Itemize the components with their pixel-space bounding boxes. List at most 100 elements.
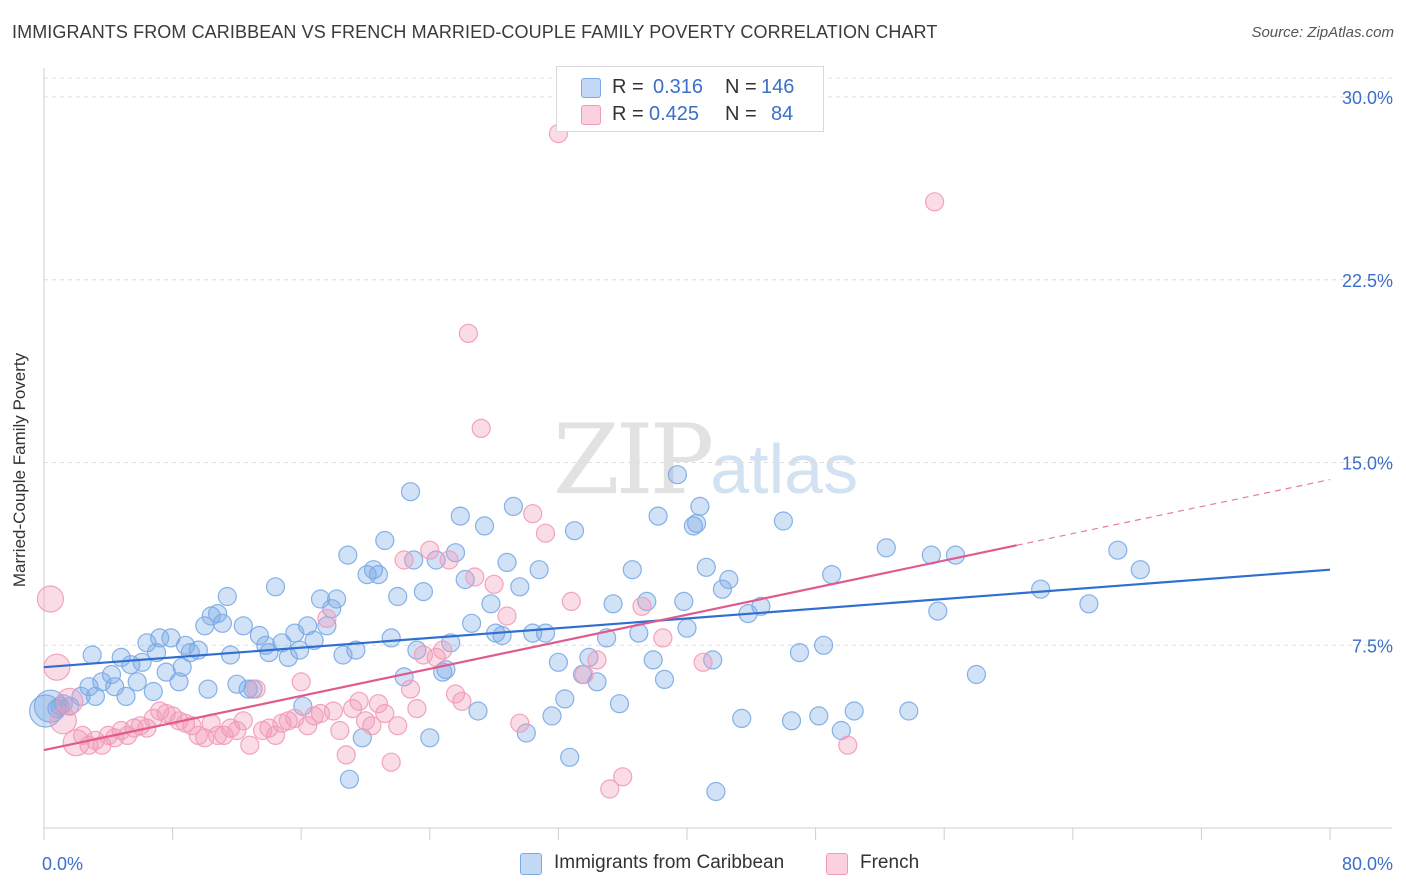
point-caribbean <box>172 657 192 677</box>
point-caribbean <box>516 723 536 743</box>
point-caribbean <box>535 623 556 643</box>
point-caribbean <box>822 564 842 585</box>
point-french <box>336 745 356 765</box>
point-caribbean <box>137 633 157 653</box>
legend-swatch-french <box>826 853 848 875</box>
point-french <box>317 608 337 629</box>
point-caribbean <box>706 781 726 802</box>
point-caribbean <box>609 694 630 714</box>
point-caribbean <box>751 596 771 616</box>
point-caribbean <box>492 625 512 646</box>
point-caribbean <box>667 465 688 485</box>
point-caribbean <box>654 669 675 690</box>
point-french <box>388 716 408 736</box>
watermark: ZIPatlas <box>553 404 858 516</box>
point-caribbean <box>217 586 237 607</box>
point-french <box>600 779 620 799</box>
point-french <box>420 540 440 560</box>
n-value: 146 <box>761 76 795 98</box>
point-caribbean <box>400 482 421 502</box>
point-french <box>484 574 504 594</box>
point-caribbean <box>696 557 716 577</box>
axes <box>43 68 1392 840</box>
point-caribbean <box>1108 540 1128 560</box>
point-caribbean <box>781 711 802 731</box>
point-caribbean <box>420 728 440 748</box>
point-french <box>523 504 543 524</box>
point-french <box>349 691 369 711</box>
point-caribbean <box>462 613 482 633</box>
stats-box: R = 0.316 N = 146 R = 0.425 N = 84 <box>556 66 824 132</box>
point-caribbean <box>622 560 642 580</box>
point-caribbean <box>542 706 562 726</box>
scatter-points <box>28 124 1150 802</box>
point-caribbean <box>510 577 530 597</box>
watermark-atlas: atlas <box>710 430 859 508</box>
point-caribbean <box>789 642 810 663</box>
point-french <box>632 596 652 616</box>
point-french <box>291 672 311 692</box>
legend-label-caribbean: Immigrants from Caribbean <box>554 852 785 873</box>
point-caribbean <box>441 633 461 653</box>
point-caribbean <box>497 552 517 573</box>
point-french <box>362 716 382 736</box>
point-caribbean <box>773 511 794 531</box>
point-caribbean <box>150 628 170 648</box>
point-caribbean <box>503 496 524 516</box>
source-label: Source: ZipAtlas.com <box>1251 24 1394 41</box>
point-caribbean <box>945 545 966 565</box>
point-caribbean <box>603 594 623 614</box>
x-tick-label-max: 80.0% <box>1342 854 1393 874</box>
y-tick-label: 7.5% <box>1352 636 1393 656</box>
x-tick-label-min: 0.0% <box>42 854 83 874</box>
point-french <box>265 725 286 746</box>
trend-line-french <box>43 544 1017 752</box>
point-caribbean <box>249 625 269 646</box>
point-caribbean <box>450 506 470 526</box>
point-caribbean <box>683 516 704 536</box>
point-caribbean <box>381 628 401 648</box>
point-caribbean <box>327 589 347 609</box>
point-caribbean <box>1130 560 1150 580</box>
point-french <box>368 694 388 714</box>
point-caribbean <box>233 616 253 636</box>
point-caribbean <box>146 642 167 663</box>
point-caribbean <box>208 603 228 624</box>
point-caribbean <box>564 521 585 541</box>
point-caribbean <box>529 560 549 580</box>
point-french <box>233 711 253 731</box>
n-label: N = <box>725 76 757 98</box>
y-tick-label: 30.0% <box>1342 88 1393 108</box>
n-value: 84 <box>771 103 794 125</box>
point-french <box>510 713 530 733</box>
point-french <box>182 716 202 736</box>
trend-line-caribbean <box>43 568 1331 669</box>
point-french <box>471 418 491 438</box>
point-caribbean <box>732 708 752 729</box>
point-caribbean <box>928 601 948 621</box>
stats-swatch-caribbean <box>581 78 601 98</box>
point-french <box>56 687 84 715</box>
point-caribbean <box>338 545 358 565</box>
r-value: 0.316 <box>653 76 704 98</box>
point-caribbean <box>71 686 91 707</box>
point-caribbean <box>813 635 834 655</box>
point-caribbean <box>322 599 342 619</box>
point-caribbean <box>212 613 232 633</box>
point-french <box>298 716 318 736</box>
point-french <box>924 192 945 212</box>
point-caribbean <box>643 650 663 670</box>
point-caribbean <box>143 681 163 702</box>
point-caribbean <box>548 652 569 672</box>
point-caribbean <box>876 538 896 558</box>
point-french <box>458 323 478 343</box>
point-caribbean <box>259 642 279 663</box>
point-caribbean <box>719 569 739 590</box>
point-caribbean <box>132 652 152 672</box>
point-caribbean <box>265 577 286 597</box>
point-caribbean <box>388 586 408 607</box>
point-french <box>535 523 556 543</box>
trend-lines <box>43 478 1331 752</box>
point-french <box>433 640 453 660</box>
point-caribbean <box>238 679 258 699</box>
